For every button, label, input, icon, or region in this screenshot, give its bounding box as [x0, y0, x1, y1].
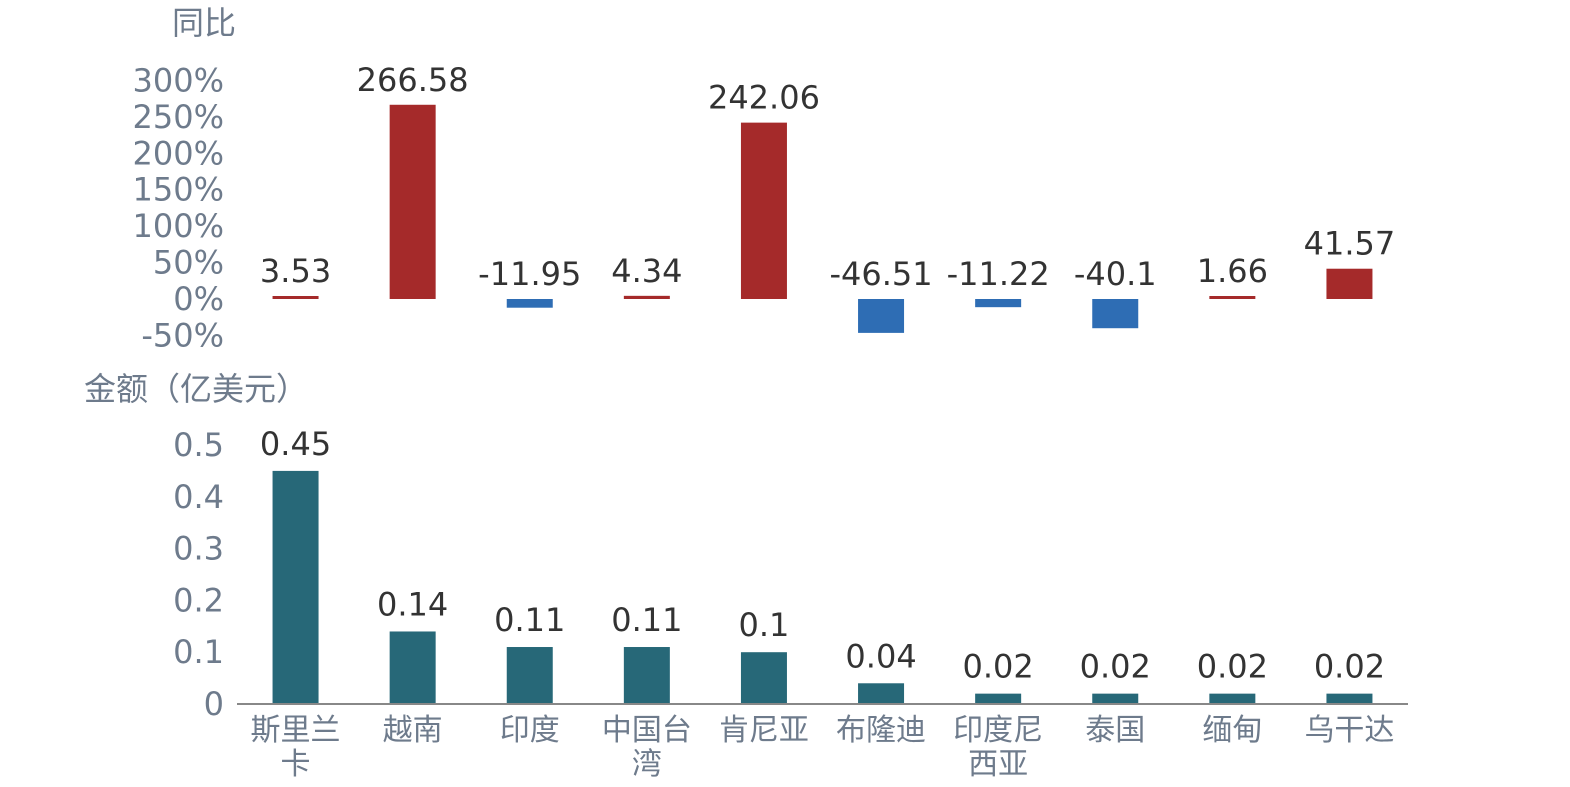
yoy-data-labels: 3.53 266.58 -11.95 4.34 242.06 -46.51 -11.22 -4…: [260, 61, 1395, 293]
amount-data-label: 0.02: [1080, 648, 1151, 686]
yoy-bars: [272, 104, 1373, 333]
x-category-label: 中国台湾: [602, 713, 692, 782]
amount-y-axis: 0.5 0.4 0.3 0.2 0.1 0: [173, 426, 224, 723]
yoy-data-label: 4.34: [611, 252, 682, 290]
x-category-line: 布隆迪: [836, 713, 926, 748]
x-category-line: 西亚: [968, 747, 1028, 782]
yoy-unit-label: 同比: [172, 4, 236, 42]
x-category-line: 湾: [632, 747, 662, 782]
x-category-line: 乌干达: [1304, 713, 1394, 748]
x-category-label: 泰国: [1085, 713, 1145, 748]
amount-bar: [740, 652, 787, 704]
amount-bar: [858, 683, 905, 704]
amount-chart: 金额（亿美元） 0.5 0.4 0.3 0.2 0.1 0 0.45 0.14 0.11 0.1…: [84, 370, 1408, 782]
x-category-line: 印度: [500, 713, 560, 748]
x-category-label: 印度尼西亚: [953, 713, 1043, 782]
amount-y-tick-label: 0.3: [173, 530, 224, 568]
amount-data-labels: 0.45 0.14 0.11 0.11 0.1 0.04 0.02 0.02 0.02 0.02: [260, 425, 1385, 686]
amount-bar: [389, 631, 436, 704]
amount-data-label: 0.11: [611, 601, 682, 639]
yoy-bar: [506, 299, 553, 308]
x-category-line: 缅甸: [1202, 713, 1262, 748]
x-category-line: 泰国: [1085, 713, 1145, 748]
yoy-y-axis: 300%250%200%150%100%50%0%-50%: [133, 61, 224, 354]
yoy-bar: [623, 295, 670, 299]
amount-data-label: 0.02: [1314, 648, 1385, 686]
amount-data-label: 0.02: [963, 648, 1034, 686]
amount-data-label: 0.04: [845, 637, 916, 675]
yoy-bar: [1326, 268, 1373, 299]
amount-y-tick-label: 0.2: [173, 581, 224, 619]
x-category-line: 肯尼亚: [719, 713, 809, 748]
x-category-label: 印度: [500, 713, 560, 748]
x-category-line: 中国台: [602, 713, 692, 748]
amount-data-label: 0.14: [377, 585, 448, 623]
yoy-bar: [272, 296, 319, 299]
amount-bar: [1092, 693, 1139, 704]
yoy-data-label: -46.51: [829, 255, 932, 293]
yoy-bar: [858, 299, 905, 333]
yoy-data-label: -11.95: [478, 255, 581, 293]
amount-bar: [623, 647, 670, 704]
yoy-y-tick-label: 300%: [133, 61, 224, 99]
yoy-data-label: 1.66: [1197, 252, 1268, 290]
yoy-y-tick-label: -50%: [141, 316, 224, 354]
yoy-bar: [740, 122, 787, 299]
yoy-data-label: 242.06: [708, 79, 820, 117]
x-category-line: 印度尼: [953, 713, 1043, 748]
x-category-label: 乌干达: [1304, 713, 1394, 748]
amount-data-label: 0.11: [494, 601, 565, 639]
amount-data-label: 0.1: [739, 606, 790, 644]
amount-y-tick-label: 0: [204, 685, 224, 723]
yoy-y-tick-label: 200%: [133, 134, 224, 172]
amount-bars: [272, 470, 1373, 704]
yoy-data-label: 266.58: [357, 61, 469, 99]
yoy-y-tick-label: 250%: [133, 98, 224, 136]
yoy-growth-chart: 同比 300%250%200%150%100%50%0%-50% 3.53 266…: [133, 4, 1396, 354]
x-category-label: 斯里兰卡: [251, 713, 341, 782]
amount-unit-label: 金额（亿美元）: [84, 370, 308, 408]
amount-data-label: 0.02: [1197, 648, 1268, 686]
x-category-label: 肯尼亚: [719, 713, 809, 748]
yoy-data-label: -11.22: [947, 255, 1050, 293]
amount-data-label: 0.45: [260, 425, 331, 463]
amount-bar: [975, 693, 1022, 704]
x-category-line: 卡: [281, 747, 311, 782]
yoy-data-label: 3.53: [260, 252, 331, 290]
x-category-label: 布隆迪: [836, 713, 926, 748]
yoy-y-tick-label: 0%: [173, 280, 224, 318]
x-category-label: 越南: [383, 713, 443, 748]
x-category-line: 斯里兰: [251, 713, 341, 748]
yoy-bar: [1209, 296, 1256, 299]
x-category-line: 越南: [383, 713, 443, 748]
yoy-bar: [975, 299, 1022, 308]
amount-y-tick-label: 0.4: [173, 478, 224, 516]
yoy-bar: [1092, 299, 1139, 329]
yoy-y-tick-label: 50%: [153, 244, 224, 282]
yoy-y-tick-label: 150%: [133, 171, 224, 209]
x-category-label: 缅甸: [1202, 713, 1262, 748]
yoy-data-label: 41.57: [1304, 225, 1396, 263]
amount-y-tick-label: 0.5: [173, 426, 224, 464]
yoy-y-tick-label: 100%: [133, 207, 224, 245]
amount-bar: [1209, 693, 1256, 704]
amount-bar: [272, 470, 319, 704]
yoy-bar: [389, 104, 436, 300]
amount-bar: [1326, 693, 1373, 704]
yoy-data-label: -40.1: [1074, 255, 1157, 293]
amount-y-tick-label: 0.1: [173, 633, 224, 671]
amount-bar: [506, 647, 553, 704]
